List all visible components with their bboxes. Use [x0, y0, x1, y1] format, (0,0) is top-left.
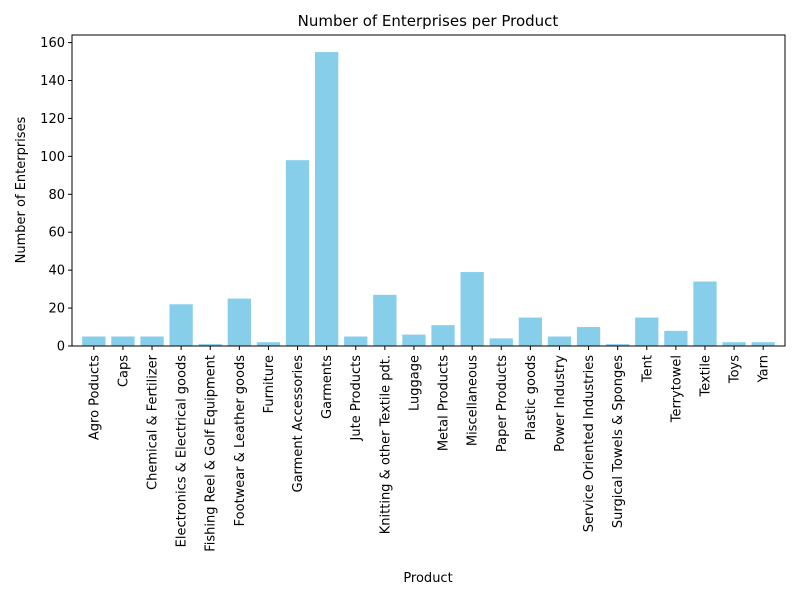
bar-22	[722, 342, 746, 346]
x-tick-label: Surgical Towels & Sponges	[611, 355, 626, 528]
y-axis: 0 20 40 60 80 100 120 140 160	[40, 36, 72, 355]
bar-11	[402, 334, 426, 346]
plot-frame	[71, 34, 786, 347]
x-tick-label: Power Industry	[553, 355, 568, 452]
bar-18	[606, 344, 630, 346]
x-tick-label: Footwear & Leather goods	[233, 355, 248, 527]
bar-7	[285, 160, 310, 346]
x-axis: Agro Poducts Caps Chemical & Fertilizer Ele…	[87, 346, 772, 552]
y-tick-label: 0	[57, 340, 65, 355]
x-tick-label: Knitting & other Textile pdt.	[378, 355, 393, 534]
y-tick-label: 40	[48, 264, 65, 279]
y-tick-label: 100	[40, 150, 65, 165]
bar-14	[489, 338, 513, 346]
bar-23	[751, 342, 775, 346]
x-tick-label: Electronics & Electrical goods	[175, 355, 190, 548]
y-tick-label: 120	[40, 112, 65, 127]
x-tick-label: Tent	[640, 355, 655, 383]
y-tick-label: 80	[48, 188, 65, 203]
x-tick-label: Furniture	[262, 355, 277, 413]
bar-2	[140, 336, 164, 346]
bar-3	[169, 304, 193, 346]
bar-5	[227, 298, 251, 346]
y-tick-label: 60	[48, 226, 65, 241]
y-tick-label: 160	[40, 36, 65, 51]
x-tick-label: Caps	[116, 355, 131, 387]
bar-21	[693, 281, 717, 346]
y-tick-label: 20	[48, 302, 65, 317]
bar-0	[82, 336, 106, 346]
x-tick-label: Miscellaneous	[466, 355, 481, 446]
y-axis-label: Number of Enterprises	[14, 116, 29, 263]
bar-16	[547, 336, 572, 346]
y-tick-label: 140	[40, 74, 65, 89]
bar-4	[198, 344, 222, 346]
bar-9	[344, 336, 368, 346]
x-tick-label: Garment Accessories	[291, 355, 306, 493]
bar-10	[373, 294, 397, 346]
x-tick-label: Textile	[698, 355, 713, 398]
bar-15	[518, 317, 542, 346]
x-tick-label: Jute Products	[349, 355, 364, 442]
x-tick-label: Paper Products	[495, 355, 510, 452]
x-tick-label: Yarn	[757, 355, 772, 383]
bar-12	[431, 325, 455, 346]
bar-6	[256, 342, 281, 346]
bar-1	[111, 336, 135, 346]
x-tick-label: Luggage	[407, 355, 422, 411]
x-tick-label: Service Oriented Industries	[582, 355, 597, 532]
x-tick-label: Fishing Reel & Golf Equipment	[204, 355, 219, 552]
bar-20	[664, 330, 688, 346]
x-axis-label: Product	[403, 571, 452, 586]
x-tick-label: Agro Poducts	[87, 355, 102, 440]
x-tick-label: Chemical & Fertilizer	[146, 354, 161, 490]
x-tick-label: Plastic goods	[524, 355, 539, 441]
x-tick-label: Terrytowel	[669, 355, 684, 423]
bar-17	[576, 327, 601, 346]
chart-title: Number of Enterprises per Product	[298, 12, 559, 30]
bar-19	[635, 317, 659, 346]
bar-8	[315, 52, 339, 346]
x-tick-label: Metal Products	[437, 355, 452, 451]
bars-group	[82, 52, 775, 346]
x-tick-label: Toys	[728, 355, 743, 384]
x-tick-label: Garments	[320, 355, 335, 419]
bar-13	[460, 272, 484, 346]
